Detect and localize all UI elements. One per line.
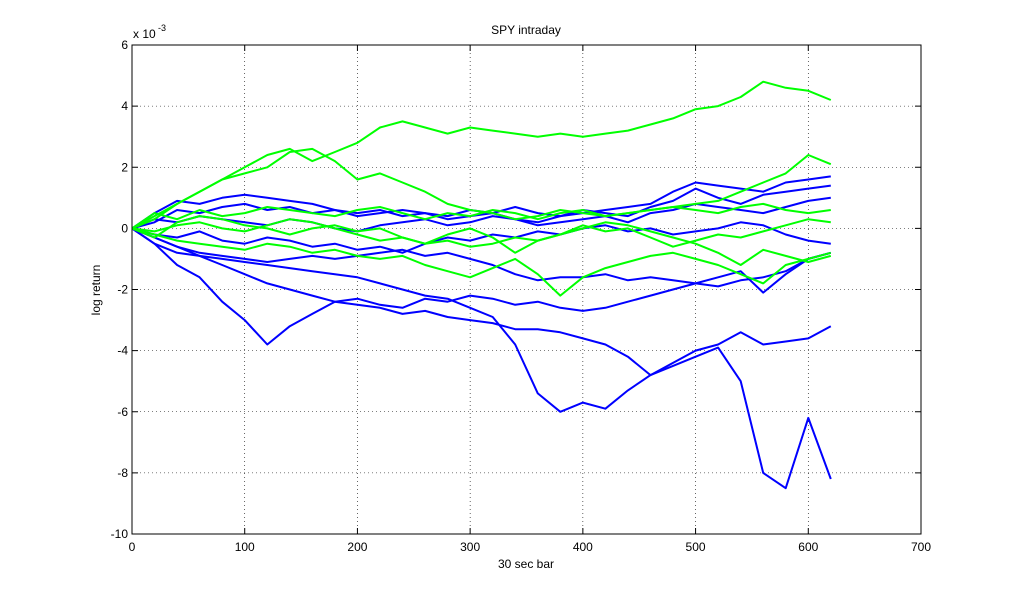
y-tick-label: 2 xyxy=(121,160,128,174)
y-multiplier-exponent: -3 xyxy=(158,23,166,33)
x-tick-label: 500 xyxy=(686,540,706,554)
series-line xyxy=(131,227,832,413)
series-line xyxy=(131,147,832,230)
x-tick-label: 300 xyxy=(460,540,480,554)
series-line xyxy=(131,227,832,346)
y-tick-label: 6 xyxy=(121,38,128,52)
y-tick-label: -8 xyxy=(117,466,128,480)
y-tick-label: 0 xyxy=(121,221,128,235)
series-line xyxy=(131,196,831,233)
series-line xyxy=(131,215,831,254)
y-tick-label: -4 xyxy=(117,344,128,358)
x-tick-label: 700 xyxy=(911,540,931,554)
series-line xyxy=(131,175,831,230)
series-line xyxy=(131,218,832,266)
x-axis-label: 30 sec bar xyxy=(498,557,554,571)
x-tick-label: 400 xyxy=(573,540,593,554)
x-tick-label: 600 xyxy=(798,540,818,554)
y-tick-label: 4 xyxy=(121,99,128,113)
x-tick-label: 0 xyxy=(129,540,136,554)
y-multiplier: x 10 xyxy=(133,27,156,41)
y-tick-label: -6 xyxy=(117,405,128,419)
y-axis-label: log return xyxy=(89,265,103,316)
x-tick-label: 100 xyxy=(235,540,255,554)
series-line xyxy=(131,80,832,230)
y-tick-label: -2 xyxy=(117,283,128,297)
plot-frame xyxy=(131,44,922,535)
series-line xyxy=(131,227,832,490)
series-line xyxy=(131,202,831,230)
y-tick-label: -10 xyxy=(111,527,129,541)
x-tick-label: 200 xyxy=(347,540,367,554)
series-line xyxy=(131,221,831,254)
series-line xyxy=(131,227,832,297)
chart-title: SPY intraday xyxy=(491,23,561,37)
series-line xyxy=(131,227,832,294)
